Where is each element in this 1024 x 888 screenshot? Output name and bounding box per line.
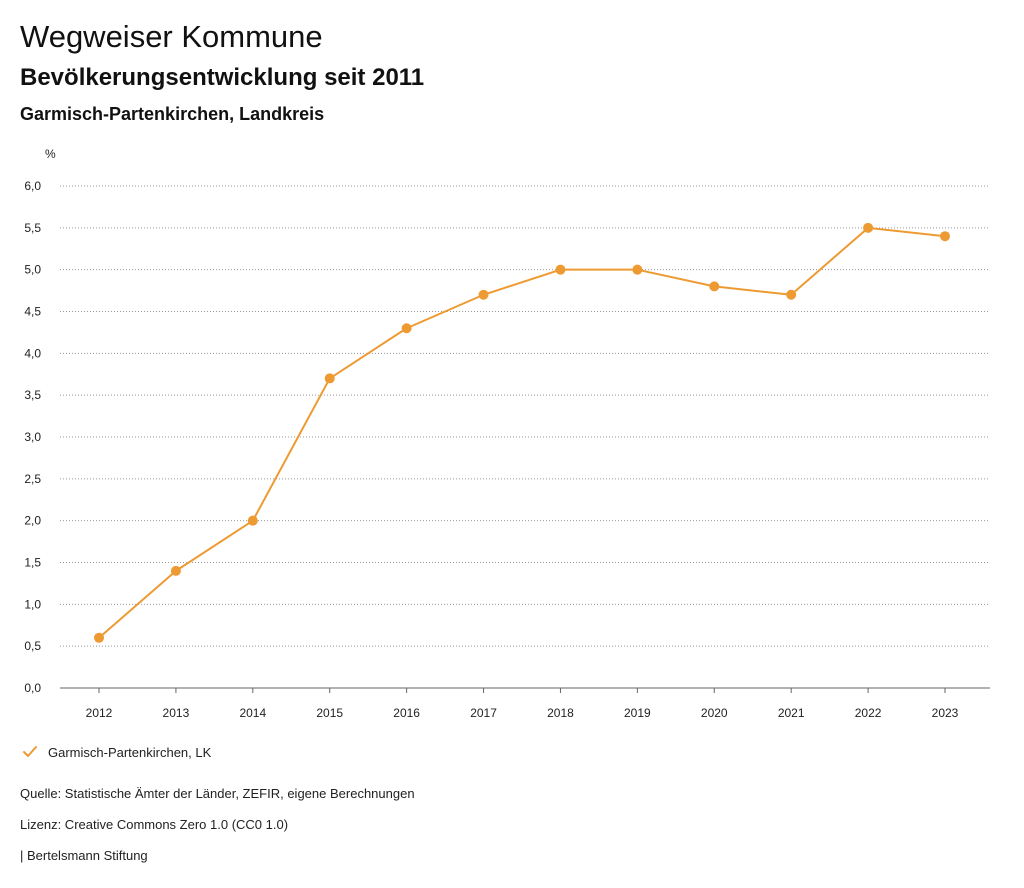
chart-title: Wegweiser Kommune [20,19,323,54]
x-tick-label: 2018 [547,706,574,720]
data-point [478,289,489,300]
x-tick-label: 2015 [316,706,343,720]
data-point [94,632,104,643]
y-tick-label: 2,0 [24,514,41,528]
y-tick-label: 0,0 [24,681,41,695]
data-point [709,281,720,292]
y-tick-label: 5,0 [24,263,41,277]
license-note: Lizenz: Creative Commons Zero 1.0 (CC0 1… [20,817,289,832]
y-tick-label: 3,5 [24,388,41,402]
x-tick-label: 2022 [855,706,882,720]
x-tick-label: 2021 [778,706,805,720]
data-point [324,373,335,384]
x-tick-label: 2017 [470,706,497,720]
series-line [98,226,946,639]
x-tick-label: 2023 [932,706,959,720]
data-point [170,565,181,576]
x-tick-label: 2012 [86,706,113,720]
data-point [247,515,258,526]
y-tick-label: 5,5 [24,221,41,235]
data-point [401,323,412,334]
x-tick-label: 2013 [163,706,190,720]
y-tick-label: 1,0 [24,597,41,611]
y-tick-label: 2,5 [24,472,41,486]
data-point [632,264,643,275]
x-tick-label: 2016 [393,706,420,720]
checkmark-icon [23,746,37,757]
y-tick-label: 1,5 [24,556,41,570]
x-tick-label: 2020 [701,706,728,720]
x-tick-label: 2014 [239,706,266,720]
y-axis-unit: % [45,147,56,161]
y-tick-label: 3,0 [24,430,41,444]
y-tick-label: 4,5 [24,305,41,319]
data-point [786,289,797,300]
data-point [940,231,950,242]
chart-subtitle: Bevölkerungsentwicklung seit 2011 [20,64,425,91]
legend-label: Garmisch-Partenkirchen, LK [48,744,212,760]
y-tick-label: 0,5 [24,639,41,653]
y-tick-label: 4,0 [24,346,41,360]
line-chart: % 0,0 0,5 1,0 1,5 2,0 2,5 3,0 3,5 4,0 4,5 5,0 5,5 6,0… [24,147,990,720]
data-point [555,264,566,275]
legend[interactable]: Garmisch-Partenkirchen, LK [22,744,211,760]
y-tick-label: 6,0 [24,179,41,193]
data-point [863,222,874,233]
region-name: Garmisch-Partenkirchen, Landkreis [20,104,325,124]
source-note: Quelle: Statistische Ämter der Länder, Z… [20,786,415,801]
brand-note: | Bertelsmann Stiftung [20,848,148,863]
x-tick-label: 2019 [624,706,651,720]
